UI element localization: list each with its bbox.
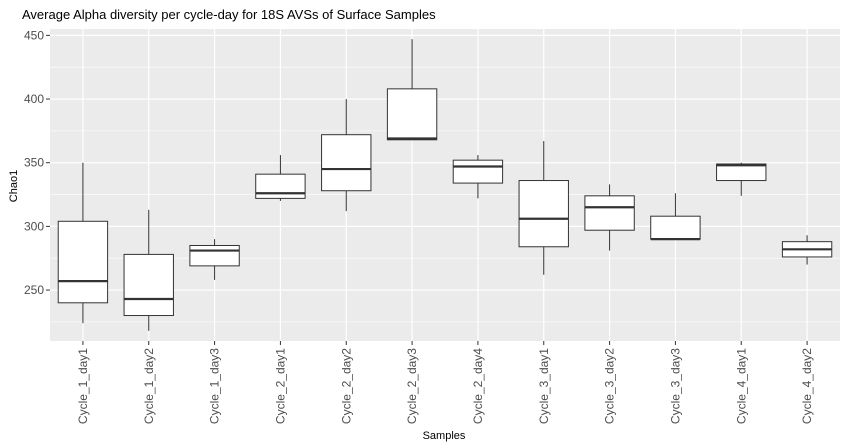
x-axis-title: Samples xyxy=(423,430,466,442)
box-iqr xyxy=(386,88,438,141)
box-Cycle_3_day3 xyxy=(650,193,701,241)
y-tick-label: 350 xyxy=(24,156,44,170)
x-tick-label: Cycle_2_day4 xyxy=(471,348,485,424)
box-iqr xyxy=(123,253,174,317)
box-Cycle_1_day1 xyxy=(57,162,109,324)
y-tick-label: 450 xyxy=(24,28,44,42)
x-axis-ticks: Cycle_1_day1 Cycle_1_day2 Cycle_1_day3 Cycl… xyxy=(76,341,814,424)
box-iqr xyxy=(57,220,109,304)
box-Cycle_1_day2 xyxy=(123,209,174,331)
y-axis-title: Chao1 xyxy=(8,170,20,202)
x-tick-label: Cycle_3_day1 xyxy=(537,348,551,424)
x-tick-label: Cycle_2_day2 xyxy=(339,348,353,424)
box-Cycle_3_day1 xyxy=(518,141,569,275)
x-tick-label: Cycle_2_day1 xyxy=(273,348,287,424)
x-tick-label: Cycle_3_day3 xyxy=(668,348,682,424)
box-Cycle_4_day1 xyxy=(716,162,767,196)
x-tick-label: Cycle_4_day2 xyxy=(800,348,814,424)
box-iqr xyxy=(452,159,504,184)
box-iqr xyxy=(255,173,306,199)
x-tick-label: Cycle_3_day2 xyxy=(603,348,617,424)
box-Cycle_2_day3 xyxy=(386,39,438,141)
x-tick-label: Cycle_1_day3 xyxy=(208,348,222,424)
box-iqr xyxy=(650,215,701,240)
box-iqr xyxy=(518,180,569,248)
box-Cycle_2_day4 xyxy=(452,155,504,199)
box-Cycle_4_day2 xyxy=(781,235,833,265)
y-tick-label: 300 xyxy=(24,219,44,233)
box-iqr xyxy=(189,244,240,267)
box-iqr xyxy=(321,134,372,192)
y-tick-label: 400 xyxy=(24,92,44,106)
plot-panel xyxy=(50,29,840,341)
x-tick-label: Cycle_1_day2 xyxy=(142,348,156,424)
x-tick-label: Cycle_2_day3 xyxy=(405,348,419,424)
chart-title: Average Alpha diversity per cycle-day fo… xyxy=(22,7,436,22)
x-tick-label: Cycle_1_day1 xyxy=(76,348,90,424)
box-iqr xyxy=(584,195,635,231)
y-tick-label: 250 xyxy=(24,283,44,297)
y-axis-ticks: 250 300 350 400 450 xyxy=(24,28,50,297)
x-tick-label: Cycle_4_day1 xyxy=(734,348,748,424)
box-Cycle_3_day2 xyxy=(584,184,635,251)
box-iqr xyxy=(716,163,767,182)
box-Cycle_2_day1 xyxy=(255,155,306,201)
box-Cycle_1_day3 xyxy=(189,239,240,280)
box-series xyxy=(57,39,833,331)
box-Cycle_2_day2 xyxy=(321,99,372,212)
